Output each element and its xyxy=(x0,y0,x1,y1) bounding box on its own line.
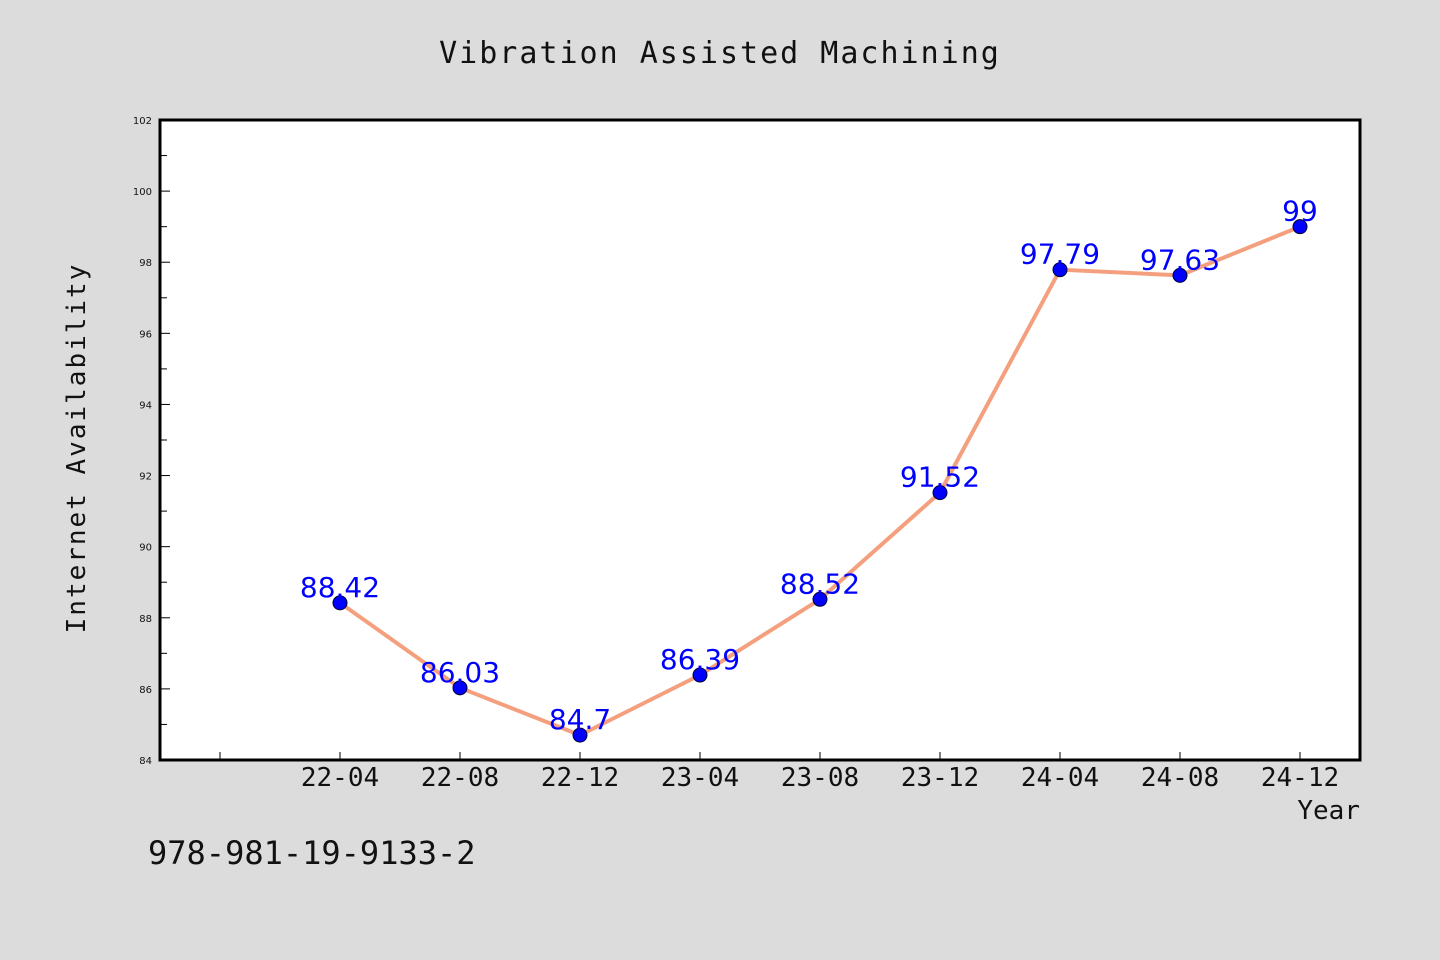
x-tick-label: 22-08 xyxy=(421,763,499,793)
data-label: 86.39 xyxy=(660,643,740,676)
x-tick-label: 23-04 xyxy=(661,763,739,793)
data-point-marker xyxy=(812,591,828,607)
y-tick-label: 86 xyxy=(139,685,152,696)
chart-title: Vibration Assisted Machining xyxy=(439,36,1001,71)
data-label: 91.52 xyxy=(900,461,980,494)
y-axis-label: Internet Availability xyxy=(62,263,92,634)
x-axis-ticks: 22-04 22-08 22-12 23-04 23-08 23-12 24-04 24-08… xyxy=(219,752,1339,793)
x-tick-label: 24-12 xyxy=(1261,763,1339,793)
y-tick-label: 102 xyxy=(133,116,152,127)
data-point-marker xyxy=(332,595,348,611)
isbn-footer: 978-981-19-9133-2 xyxy=(148,834,476,872)
data-point-marker xyxy=(1052,262,1068,278)
y-tick-label: 84 xyxy=(139,756,152,767)
data-point-marker xyxy=(452,680,468,696)
y-tick-label: 88 xyxy=(139,614,152,625)
y-tick-label: 92 xyxy=(139,472,152,483)
x-axis-label: Year xyxy=(1297,796,1360,826)
y-tick-label: 98 xyxy=(139,258,152,269)
data-label: 88.42 xyxy=(300,571,380,604)
data-point-marker xyxy=(1292,219,1308,235)
data-label: 86.03 xyxy=(420,656,500,689)
x-tick-label: 23-12 xyxy=(901,763,979,793)
x-tick-label: 24-04 xyxy=(1021,763,1099,793)
data-label: 84.7 xyxy=(549,703,611,736)
y-axis-ticks: 84 86 88 90 92 94 96 98 100 102 xyxy=(133,116,170,767)
data-label: 97.63 xyxy=(1140,243,1220,276)
series-layer: 88.42 86.03 84.7 86.39 88.52 91.52 97.79 97.63 9… xyxy=(300,195,1318,743)
x-tick-label: 22-04 xyxy=(301,763,379,793)
y-tick-label: 94 xyxy=(139,400,152,411)
plot-area xyxy=(158,118,1362,762)
data-point-marker xyxy=(692,667,708,683)
y-tick-label: 96 xyxy=(139,329,152,340)
x-tick-label: 24-08 xyxy=(1141,763,1219,793)
data-label: 88.52 xyxy=(780,567,860,600)
x-tick-label: 23-08 xyxy=(781,763,859,793)
data-point-marker xyxy=(572,727,588,743)
data-point-marker xyxy=(1172,267,1188,283)
y-tick-label: 100 xyxy=(133,187,152,198)
data-label: 99 xyxy=(1282,195,1318,228)
x-tick-label: 22-12 xyxy=(541,763,619,793)
data-label: 97.79 xyxy=(1020,238,1100,271)
y-tick-label: 90 xyxy=(139,543,152,554)
data-point-marker xyxy=(932,485,948,501)
